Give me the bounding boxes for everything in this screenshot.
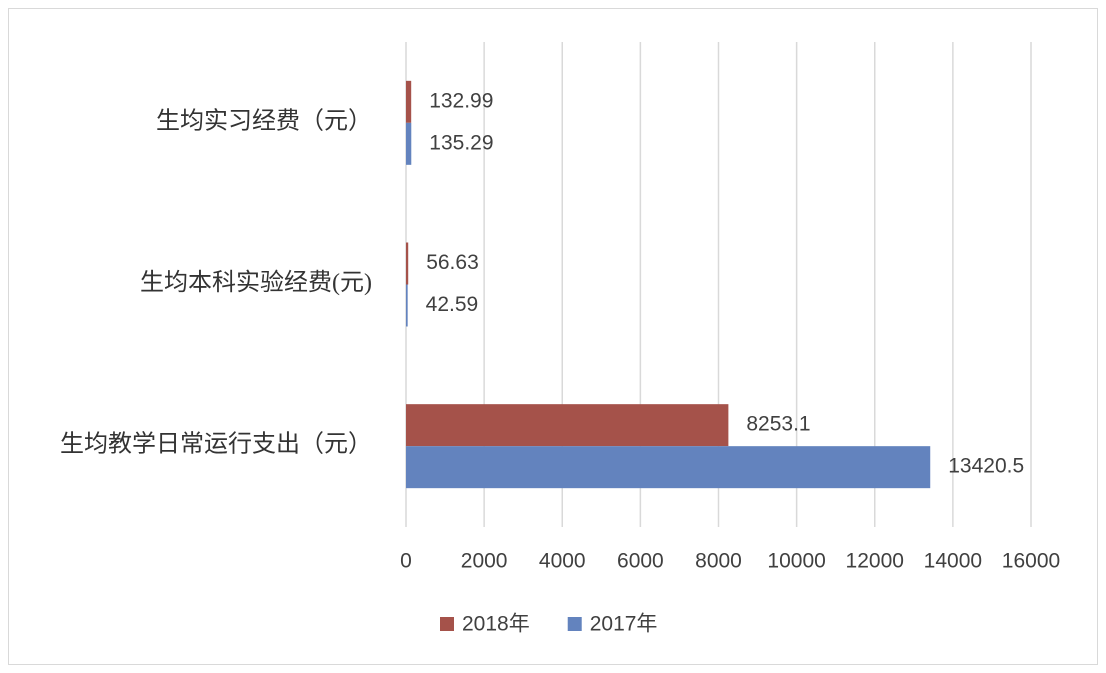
value-label: 42.59 xyxy=(426,293,479,316)
bar xyxy=(406,80,412,123)
category-label: 生均教学日常运行支出（元） xyxy=(60,431,372,458)
x-tick-label: 8000 xyxy=(695,550,742,573)
value-label: 8253.1 xyxy=(746,413,810,436)
bar xyxy=(406,284,408,327)
value-label: 132.99 xyxy=(429,89,493,112)
x-tick-label: 16000 xyxy=(1002,550,1060,573)
category-label: 生均实习经费（元） xyxy=(156,107,372,134)
bar xyxy=(406,122,412,165)
category-label: 生均本科实验经费(元) xyxy=(140,269,372,296)
x-tick-label: 0 xyxy=(400,550,412,573)
legend-swatch xyxy=(567,617,582,631)
bar xyxy=(406,404,729,447)
bar xyxy=(406,446,931,489)
x-tick-label: 10000 xyxy=(767,550,825,573)
x-tick-label: 14000 xyxy=(924,550,982,573)
x-tick-label: 2000 xyxy=(461,550,508,573)
chart-border xyxy=(8,8,1098,665)
legend-swatch xyxy=(440,617,454,631)
value-label: 13420.5 xyxy=(948,455,1024,478)
value-label: 56.63 xyxy=(426,251,479,274)
x-tick-label: 4000 xyxy=(539,550,586,573)
x-tick-label: 12000 xyxy=(846,550,904,573)
x-tick-label: 6000 xyxy=(617,550,664,573)
legend-label: 2018年 xyxy=(462,613,530,636)
legend-label: 2017年 xyxy=(590,613,658,636)
value-label: 135.29 xyxy=(429,131,493,154)
bar xyxy=(406,242,409,285)
